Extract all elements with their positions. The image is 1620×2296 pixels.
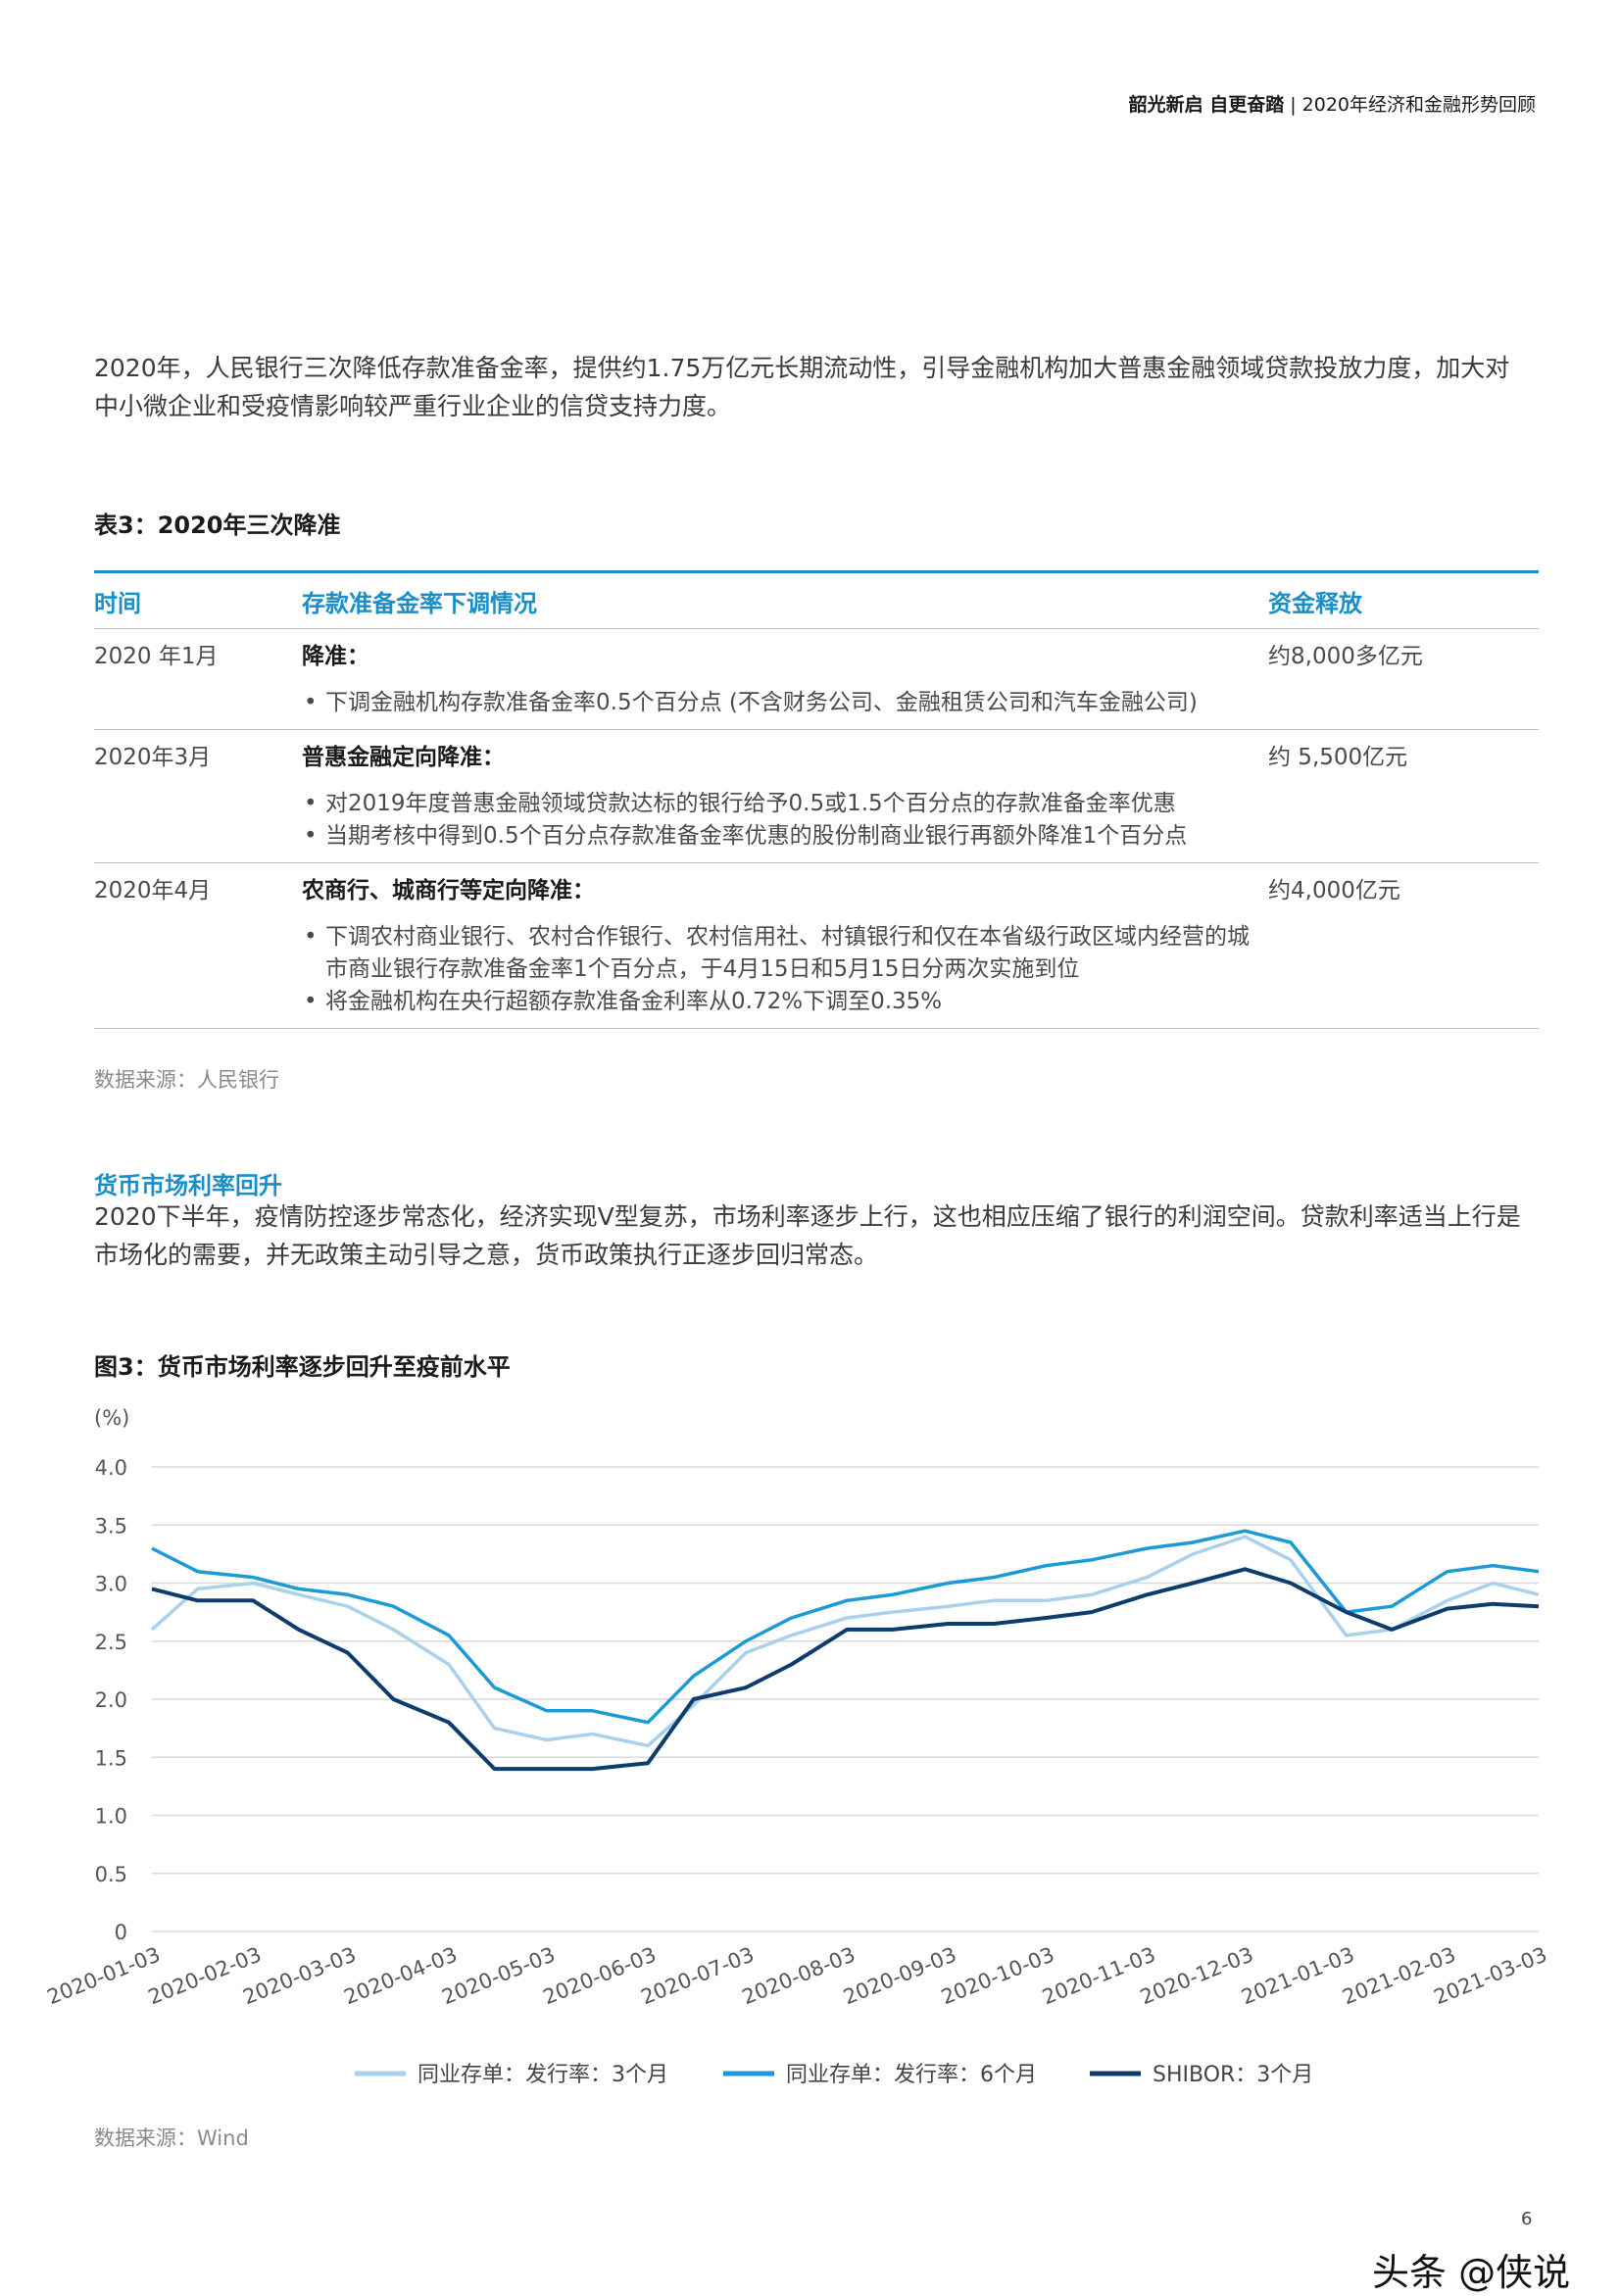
header-report: 2020年经济和金融形势回顾 — [1301, 94, 1536, 116]
page-number: 6 — [1521, 2209, 1533, 2229]
page-header: 韶光新启 自更奋踏 | 2020年经济和金融形势回顾 — [1129, 90, 1536, 117]
legend-label: 同业存单：发行率：3个月 — [417, 2063, 668, 2087]
cell-time: 2020年3月 — [94, 729, 302, 863]
x-tick-label: 2021-02-03 — [1339, 1942, 1458, 2009]
section-heading: 货币市场利率回升 — [94, 1172, 282, 1199]
description-head: 农商行、城商行等定向降准： — [302, 878, 595, 904]
x-tick-label: 2020-03-03 — [239, 1942, 359, 2009]
cell-release: 约 5,500亿元 — [1268, 729, 1539, 863]
x-tick-label: 2021-03-03 — [1431, 1942, 1550, 2009]
intro-paragraph: 2020年，人民银行三次降低存款准备金率，提供约1.75万亿元长期流动性，引导金… — [94, 354, 1510, 420]
table-source: 数据来源：人民银行 — [94, 1068, 279, 1092]
rrr-cut-table: 时间 存款准备金率下调情况 资金释放 2020 年1月 降准： 下调金融机构存款… — [94, 570, 1539, 1029]
series-line — [151, 1529, 1540, 1725]
x-tick-label: 2020-04-03 — [341, 1942, 461, 2009]
table-header-row: 时间 存款准备金率下调情况 资金释放 — [94, 570, 1539, 629]
table-row: 2020年4月 农商行、城商行等定向降准： 下调农村商业银行、农村合作银行、农村… — [94, 862, 1539, 1029]
header-brand: 韶光新启 自更奋踏 — [1128, 94, 1285, 116]
x-tick-label: 2020-12-03 — [1137, 1942, 1256, 2009]
y-tick-label: 1.5 — [95, 1746, 127, 1770]
table-row: 2020 年1月 降准： 下调金融机构存款准备金率0.5个百分点 (不含财务公司… — [94, 628, 1539, 730]
cell-description: 农商行、城商行等定向降准： 下调农村商业银行、农村合作银行、农村信用社、村镇银行… — [302, 862, 1268, 1029]
description-head: 普惠金融定向降准： — [302, 745, 505, 770]
cell-time: 2020年4月 — [94, 862, 302, 1029]
x-tick-label: 2020-08-03 — [739, 1942, 859, 2009]
y-tick-label: 2.0 — [95, 1688, 127, 1712]
description-head: 降准： — [302, 644, 369, 669]
bullet-item: 下调金融机构存款准备金率0.5个百分点 (不含财务公司、金融租赁公司和汽车金融公… — [302, 687, 1268, 719]
bullet-item: 将金融机构在央行超额存款准备金利率从0.72%下调至0.35% — [302, 986, 1268, 1018]
x-tick-label: 2020-01-03 — [44, 1942, 164, 2009]
cell-description: 普惠金融定向降准： 对2019年度普惠金融领域贷款达标的银行给予0.5或1.5个… — [302, 729, 1268, 863]
cell-description: 降准： 下调金融机构存款准备金率0.5个百分点 (不含财务公司、金融租赁公司和汽… — [302, 628, 1268, 730]
x-tick-label: 2020-07-03 — [638, 1942, 758, 2009]
bullet-list: 下调金融机构存款准备金率0.5个百分点 (不含财务公司、金融租赁公司和汽车金融公… — [302, 687, 1268, 719]
table-row: 2020年3月 普惠金融定向降准： 对2019年度普惠金融领域贷款达标的银行给予… — [94, 729, 1539, 863]
cell-release: 约8,000多亿元 — [1268, 628, 1539, 730]
series-line — [151, 1567, 1540, 1772]
x-tick-label: 2020-06-03 — [540, 1942, 660, 2009]
section-paragraph: 2020下半年，疫情防控逐步常态化，经济实现V型复苏，市场利率逐步上行，这也相应… — [94, 1202, 1521, 1269]
x-tick-label: 2020-05-03 — [439, 1942, 559, 2009]
bullet-item: 下调农村商业银行、农村合作银行、农村信用社、村镇银行和仅在本省级行政区域内经营的… — [302, 921, 1268, 986]
x-tick-label: 2020-11-03 — [1039, 1942, 1158, 2009]
x-tick-label: 2020-09-03 — [840, 1942, 959, 2009]
y-axis-label: (%) — [94, 1406, 129, 1430]
watermark: 头条 @侠说 — [1372, 2251, 1571, 2294]
th-description: 存款准备金率下调情况 — [302, 570, 1268, 629]
cell-time: 2020 年1月 — [94, 628, 302, 730]
cell-release: 约4,000亿元 — [1268, 862, 1539, 1029]
y-tick-label: 0 — [115, 1921, 127, 1944]
th-time: 时间 — [94, 570, 302, 629]
legend-label: 同业存单：发行率：6个月 — [786, 2063, 1037, 2087]
table-title: 表3：2020年三次降准 — [94, 512, 341, 539]
y-tick-label: 3.5 — [95, 1514, 127, 1538]
x-tick-label: 2020-10-03 — [938, 1942, 1057, 2009]
x-tick-label: 2020-02-03 — [145, 1942, 265, 2009]
x-tick-label: 2021-01-03 — [1238, 1942, 1357, 2009]
figure-title: 图3：货币市场利率逐步回升至疫前水平 — [94, 1353, 511, 1381]
figure-source: 数据来源：Wind — [94, 2126, 249, 2150]
legend-label: SHIBOR：3个月 — [1153, 2063, 1313, 2087]
y-tick-label: 2.5 — [95, 1631, 127, 1654]
bullet-list: 下调农村商业银行、农村合作银行、农村信用社、村镇银行和仅在本省级行政区域内经营的… — [302, 921, 1268, 1018]
y-tick-label: 3.0 — [95, 1573, 127, 1596]
y-tick-label: 1.0 — [95, 1805, 127, 1829]
y-tick-label: 0.5 — [95, 1863, 127, 1886]
bullet-list: 对2019年度普惠金融领域贷款达标的银行给予0.5或1.5个百分点的存款准备金率… — [302, 788, 1268, 853]
bullet-item: 对2019年度普惠金融领域贷款达标的银行给予0.5或1.5个百分点的存款准备金率… — [302, 788, 1268, 820]
header-separator: | — [1290, 94, 1297, 116]
series-line — [150, 1535, 1540, 1748]
th-release: 资金释放 — [1268, 570, 1539, 629]
bullet-item: 当期考核中得到0.5个百分点存款准备金率优惠的股份制商业银行再额外降准1个百分点 — [302, 820, 1268, 853]
y-tick-label: 4.0 — [95, 1456, 127, 1480]
